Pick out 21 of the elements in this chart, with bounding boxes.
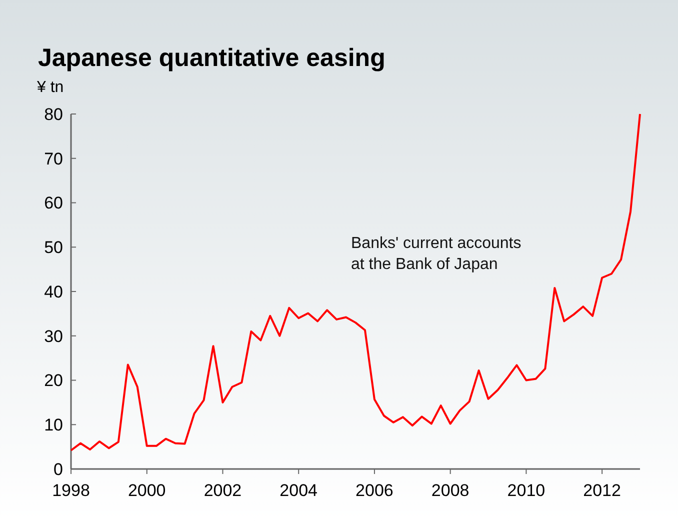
- y-tick-label: 10: [44, 416, 63, 435]
- x-tick-label: 2012: [583, 481, 621, 500]
- y-tick-label: 30: [44, 326, 63, 346]
- y-tick-label: 0: [54, 460, 63, 479]
- chart-title: Japanese quantitative easing: [38, 44, 386, 72]
- x-tick-label: 2010: [507, 481, 546, 500]
- x-tick-label: 1998: [52, 481, 90, 500]
- y-tick-label: 60: [44, 194, 63, 213]
- x-tick-label: 2006: [356, 481, 394, 500]
- x-tick-label: 2008: [431, 481, 470, 500]
- y-axis-title: ¥ tn: [36, 79, 64, 96]
- y-tick-label: 70: [44, 149, 63, 168]
- y-tick-label: 80: [44, 104, 63, 124]
- y-tick-label: 40: [44, 282, 63, 302]
- y-tick-label: 20: [44, 371, 63, 390]
- x-tick-label: 2004: [280, 481, 318, 500]
- x-tick-label: 2002: [204, 481, 242, 500]
- x-tick-label: 2000: [128, 481, 166, 500]
- text: Banks' current accounts at the Bank of Japan: [351, 235, 522, 273]
- line-series: [70, 113, 641, 452]
- y-tick-label: 50: [44, 238, 63, 258]
